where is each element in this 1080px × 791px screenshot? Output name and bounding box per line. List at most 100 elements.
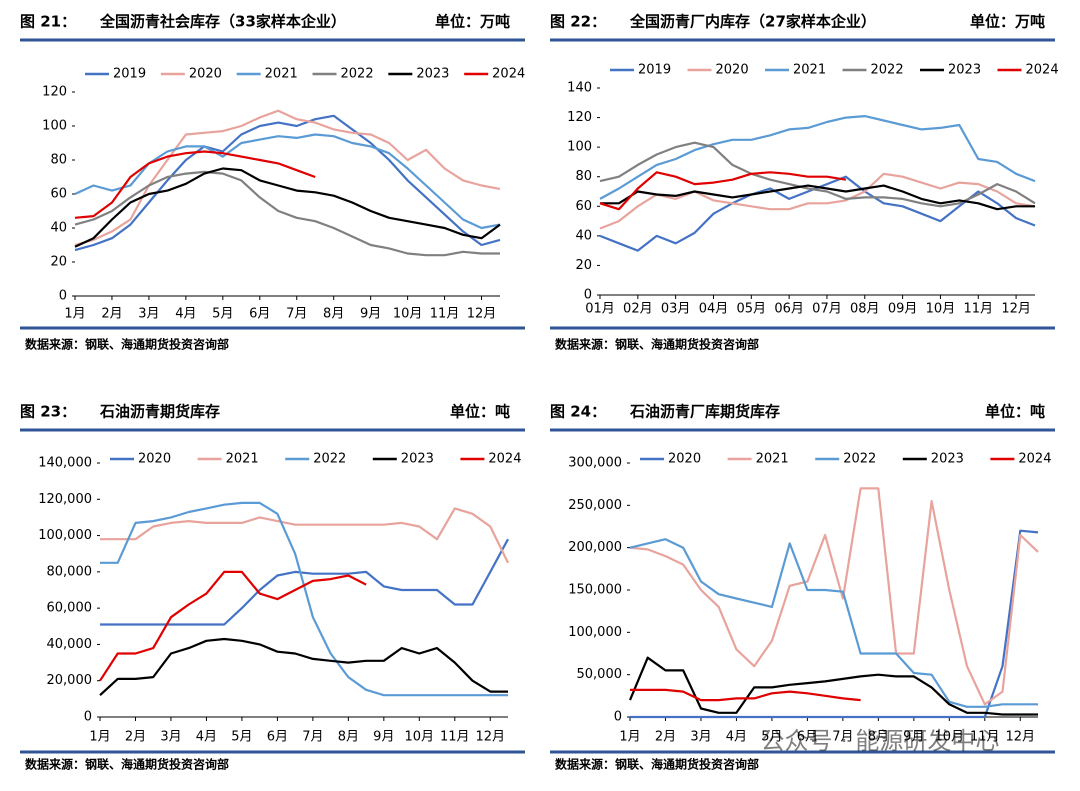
y-tick-label: 100 bbox=[567, 140, 592, 155]
legend-label: 2021 bbox=[226, 452, 259, 467]
x-tick-label: 4月 bbox=[726, 730, 747, 745]
y-tick-label: 140,000 bbox=[38, 456, 92, 471]
legend-label: 2024 bbox=[1026, 63, 1059, 78]
x-tick-label: 2月 bbox=[101, 307, 122, 322]
x-tick-label: 7月 bbox=[832, 730, 853, 745]
y-tick-label: 40 bbox=[50, 221, 67, 236]
chart-panel: 图 22： 全国沥青厂内库存（27家样本企业） 单位：万吨数据来源：钢联、海通期货投… bbox=[550, 13, 1059, 352]
legend-label: 2024 bbox=[492, 67, 525, 82]
figure-label: 图 23： bbox=[20, 403, 76, 421]
legend-label: 2020 bbox=[716, 63, 749, 78]
series-line bbox=[74, 109, 501, 247]
x-tick-label: 7月 bbox=[302, 730, 323, 745]
figure-label: 图 24： bbox=[550, 403, 606, 421]
y-tick-label: 60 bbox=[50, 187, 67, 202]
y-tick-label: 0 bbox=[614, 710, 622, 725]
series-line bbox=[599, 172, 1036, 230]
y-tick-label: 50,000 bbox=[577, 667, 623, 682]
x-tick-label: 09月 bbox=[888, 302, 918, 317]
x-tick-label: 6月 bbox=[267, 730, 288, 745]
y-tick-label: 100,000 bbox=[38, 528, 92, 543]
x-tick-label: 5月 bbox=[761, 730, 782, 745]
x-tick-label: 8月 bbox=[323, 307, 344, 322]
legend-label: 2020 bbox=[189, 67, 222, 82]
series-line bbox=[74, 133, 501, 230]
y-tick-label: 20 bbox=[50, 255, 67, 270]
series-line bbox=[74, 170, 500, 257]
series-line bbox=[599, 115, 1036, 200]
chart-title: 石油沥青期货库存 bbox=[99, 403, 220, 421]
series-line bbox=[630, 529, 1039, 719]
y-tick-label: 140 bbox=[567, 81, 592, 96]
x-tick-label: 5月 bbox=[231, 730, 252, 745]
chart-title: 全国沥青厂内库存（27家样本企业） bbox=[629, 13, 876, 31]
y-tick-label: 120 bbox=[567, 110, 592, 125]
chart-panel: 图 21： 全国沥青社会库存（33家样本企业） 单位：万吨数据来源：钢联、海通期货投… bbox=[20, 13, 525, 352]
y-tick-label: 120 bbox=[42, 85, 67, 100]
legend-label: 2022 bbox=[313, 452, 346, 467]
y-tick-label: 0 bbox=[59, 289, 67, 304]
y-tick-label: 0 bbox=[584, 288, 592, 303]
x-tick-label: 6月 bbox=[249, 307, 270, 322]
unit-label: 单位：万吨 bbox=[970, 13, 1045, 31]
series-line bbox=[99, 570, 367, 682]
x-tick-label: 12月 bbox=[475, 730, 505, 745]
x-tick-label: 03月 bbox=[661, 302, 691, 317]
x-tick-label: 9月 bbox=[360, 307, 381, 322]
unit-label: 单位：吨 bbox=[450, 403, 510, 421]
series-line bbox=[629, 487, 1039, 706]
y-tick-label: 80,000 bbox=[47, 564, 93, 579]
x-tick-label: 08月 bbox=[850, 302, 880, 317]
legend-label: 2019 bbox=[113, 67, 146, 82]
series-line bbox=[99, 637, 508, 697]
series-line bbox=[100, 507, 509, 564]
legend-label: 2019 bbox=[638, 63, 671, 78]
y-tick-label: 80 bbox=[575, 169, 592, 184]
x-tick-label: 10月 bbox=[393, 307, 423, 322]
x-tick-label: 12月 bbox=[1001, 302, 1031, 317]
source-note: 数据来源：钢联、海通期货投资咨询部 bbox=[25, 337, 229, 352]
series-line bbox=[629, 538, 1038, 708]
legend-label: 2022 bbox=[341, 67, 374, 82]
x-tick-label: 4月 bbox=[175, 307, 196, 322]
chart-title: 石油沥青厂库期货库存 bbox=[629, 403, 780, 421]
watermark: 公众号 · 能源研发中心 bbox=[761, 727, 1000, 755]
x-tick-label: 3月 bbox=[160, 730, 181, 745]
y-tick-label: 100,000 bbox=[568, 625, 622, 640]
x-tick-label: 04月 bbox=[699, 302, 729, 317]
legend-label: 2023 bbox=[931, 452, 964, 467]
x-tick-label: 10月 bbox=[405, 730, 435, 745]
x-tick-label: 06月 bbox=[774, 302, 804, 317]
x-tick-label: 9月 bbox=[373, 730, 394, 745]
y-tick-label: 40 bbox=[575, 228, 592, 243]
x-tick-label: 12月 bbox=[1005, 730, 1035, 745]
x-tick-label: 5月 bbox=[212, 307, 233, 322]
series-line bbox=[74, 167, 501, 248]
series-line bbox=[600, 184, 1035, 211]
y-tick-label: 80 bbox=[50, 153, 67, 168]
x-tick-label: 11月 bbox=[963, 302, 993, 317]
unit-label: 单位：吨 bbox=[985, 403, 1045, 421]
x-tick-label: 10月 bbox=[926, 302, 956, 317]
x-tick-label: 02月 bbox=[623, 302, 653, 317]
x-tick-label: 3月 bbox=[690, 730, 711, 745]
x-tick-label: 11月 bbox=[430, 307, 460, 322]
x-tick-label: 07月 bbox=[812, 302, 842, 317]
y-tick-label: 60,000 bbox=[47, 601, 93, 616]
source-note: 数据来源：钢联、海通期货投资咨询部 bbox=[25, 757, 229, 772]
legend-label: 2021 bbox=[265, 67, 298, 82]
legend-label: 2023 bbox=[416, 67, 449, 82]
x-tick-label: 2月 bbox=[125, 730, 146, 745]
x-tick-label: 11月 bbox=[440, 730, 470, 745]
figure-label: 图 22： bbox=[550, 13, 606, 31]
legend-label: 2024 bbox=[1018, 452, 1051, 467]
x-tick-label: 1月 bbox=[89, 730, 110, 745]
series-line bbox=[630, 688, 861, 702]
x-tick-label: 8月 bbox=[868, 730, 889, 745]
x-tick-label: 10月 bbox=[935, 730, 965, 745]
y-tick-label: 100 bbox=[42, 119, 67, 134]
y-tick-label: 200,000 bbox=[568, 540, 622, 555]
